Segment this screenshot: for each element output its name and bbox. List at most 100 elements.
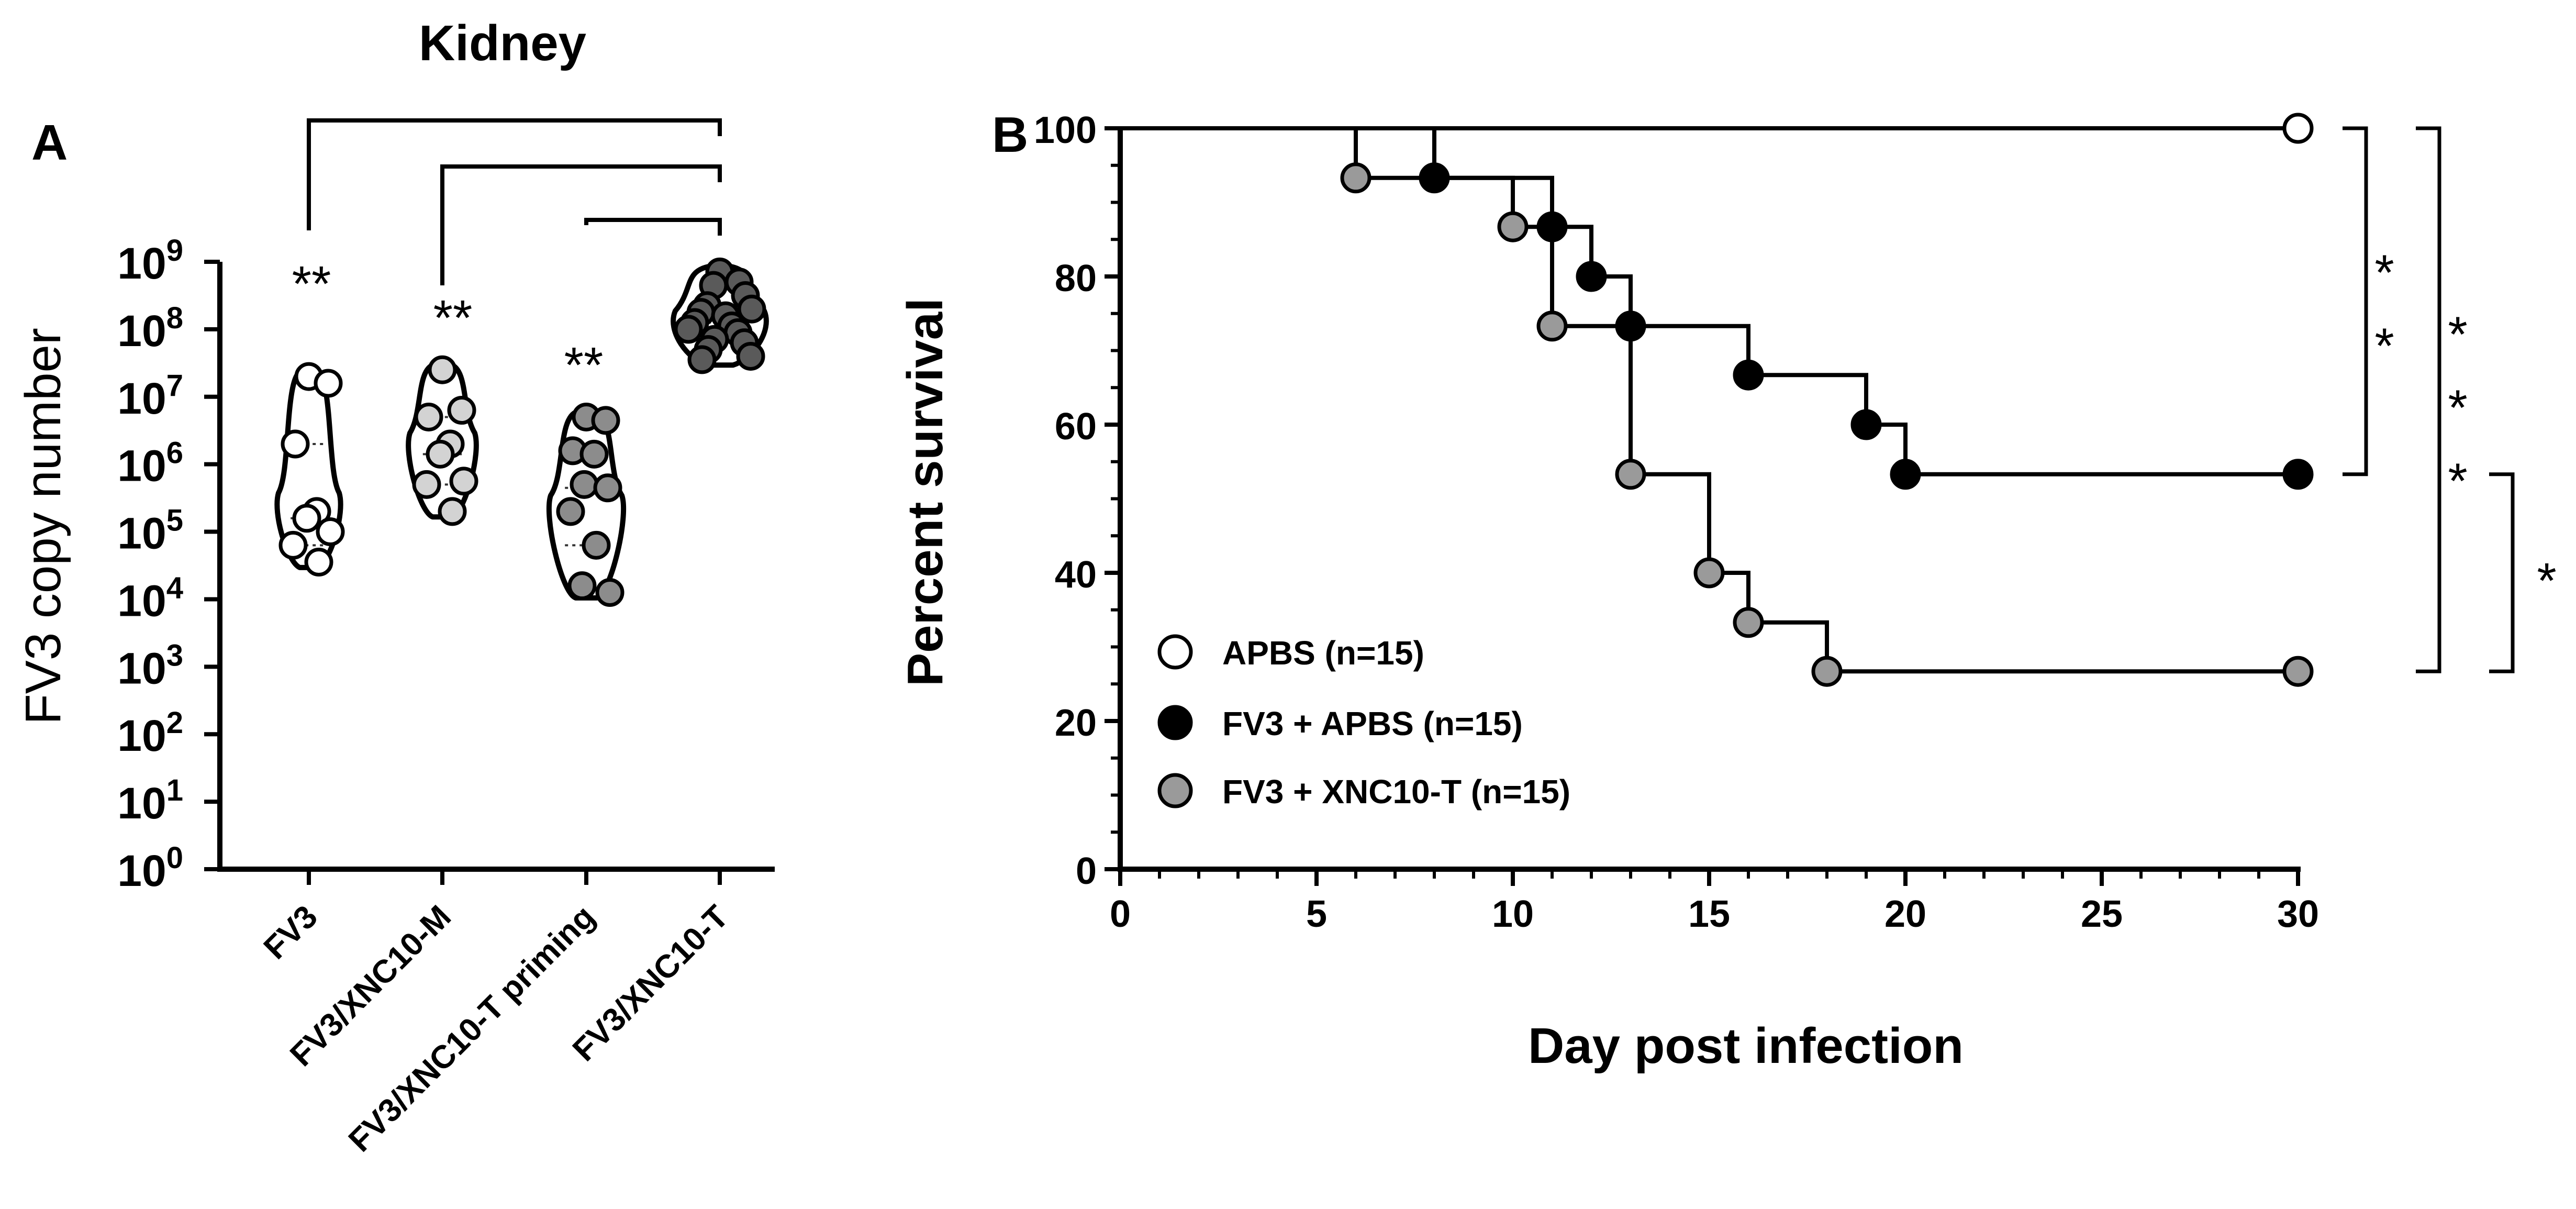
legend-label: FV3 + XNC10-T (n=15) <box>1222 773 1570 811</box>
data-point <box>281 429 310 459</box>
y-tick-label: 40 <box>1055 554 1097 596</box>
y-tick-label: 102 <box>117 706 183 760</box>
y-tick-label: 107 <box>117 369 183 423</box>
y-tick-label: 100 <box>117 841 183 895</box>
panel-b: B Percent survival Day post infection 0 2… <box>897 107 2557 1074</box>
x-tick-label: 30 <box>2277 893 2319 935</box>
legend-marker <box>1157 773 1193 808</box>
significance-star: ** <box>2374 245 2394 374</box>
panel-a-title: Kidney <box>419 15 586 71</box>
legend-label: APBS (n=15) <box>1222 634 1424 672</box>
data-point <box>314 369 343 398</box>
significance-bracket <box>584 218 722 236</box>
y-tick-label: 80 <box>1055 258 1097 300</box>
tick-labels: 0 20 40 60 80 100 0 5 10 15 20 25 30 <box>1034 109 2319 935</box>
survival-marker <box>1536 310 1568 342</box>
survival-marker <box>1615 310 1646 342</box>
data-point <box>567 571 597 601</box>
y-tick-label: 109 <box>117 234 183 288</box>
y-tick-label: 103 <box>117 638 183 693</box>
survival-marker <box>1497 211 1529 242</box>
significance-star: * * * <box>2448 307 2467 509</box>
data-point <box>556 497 585 526</box>
survival-marker <box>1419 162 1450 194</box>
significance-bracket <box>2416 126 2441 673</box>
y-tick-label: 105 <box>117 504 183 558</box>
data-point <box>447 396 476 425</box>
data-point <box>449 467 478 496</box>
y-tick-label: 104 <box>117 571 183 625</box>
survival-line <box>1120 126 2298 674</box>
panel-a: A Kidney FV3 copy number 100 101 102 103 104… <box>15 15 775 1159</box>
y-tick-label: 100 <box>1034 109 1097 151</box>
survival-marker <box>2282 113 2314 144</box>
survival-marker <box>1850 409 1882 440</box>
axes <box>1105 126 2301 886</box>
significance-bracket <box>307 118 722 230</box>
survival-marker <box>1340 162 1371 194</box>
data-point <box>292 504 321 533</box>
survival-marker <box>1693 557 1725 589</box>
significance-bracket <box>2489 472 2515 673</box>
data-point <box>412 470 441 499</box>
x-tick-label: FV3 <box>257 899 325 966</box>
y-tick-label: 106 <box>117 436 183 491</box>
y-tick-label: 0 <box>1076 850 1097 892</box>
legend: APBS (n=15) FV3 + APBS (n=15) FV3 + XNC10-… <box>1157 634 1570 811</box>
survival-lines <box>1120 126 2298 674</box>
significance-stars: ** ** ** <box>292 256 604 393</box>
legend-label: FV3 + APBS (n=15) <box>1222 705 1523 742</box>
survival-markers <box>1340 113 2314 687</box>
data-point <box>593 473 622 503</box>
significance-star: ** <box>564 337 604 393</box>
axes <box>204 260 775 885</box>
significance-bracket <box>440 164 722 285</box>
data-point <box>687 345 717 374</box>
significance-brackets <box>307 118 722 285</box>
data-point <box>426 439 455 469</box>
data-point <box>278 530 308 560</box>
x-tick-label: 20 <box>1884 893 1926 935</box>
data-point <box>570 470 599 499</box>
x-tick-label: 25 <box>2081 893 2123 935</box>
data-point <box>438 497 467 526</box>
data-point <box>304 548 333 577</box>
y-tick-label: 60 <box>1055 406 1097 448</box>
survival-marker <box>1890 459 1921 490</box>
survival-marker <box>1615 459 1646 490</box>
x-tick-label: 0 <box>1110 893 1131 935</box>
significance-bracket <box>2343 126 2368 476</box>
x-tick-label: FV3/XNC10-T priming <box>342 899 602 1159</box>
data-point <box>428 355 457 384</box>
significance-brackets: * * * * ** <box>2343 126 2557 673</box>
survival-marker <box>2282 459 2314 490</box>
data-point <box>674 315 703 344</box>
legend-marker <box>1157 705 1193 740</box>
y-tick-labels: 100 101 102 103 104 105 106 107 108 109 <box>117 234 183 895</box>
significance-star: * <box>2537 553 2556 609</box>
y-axis-label: Percent survival <box>897 298 953 686</box>
x-tick-label: 15 <box>1688 893 1730 935</box>
y-tick-label: 108 <box>117 301 183 356</box>
x-tick-label: 10 <box>1492 893 1534 935</box>
survival-marker <box>1733 359 1764 391</box>
panel-a-label: A <box>31 115 68 171</box>
survival-line <box>1120 126 2298 476</box>
survival-marker <box>1733 607 1764 638</box>
survival-marker <box>1536 211 1568 242</box>
x-tick-label: 5 <box>1306 893 1327 935</box>
x-axis-label: Day post infection <box>1528 1018 1964 1074</box>
survival-marker <box>2282 656 2314 687</box>
data-point <box>737 294 766 324</box>
significance-star: ** <box>433 290 473 346</box>
survival-marker <box>1811 656 1843 687</box>
legend-marker <box>1157 634 1193 670</box>
y-axis-label: FV3 copy number <box>15 328 71 725</box>
significance-star: ** <box>292 256 331 312</box>
data-point <box>736 341 765 371</box>
data-point <box>591 406 620 435</box>
data-point <box>579 439 609 469</box>
data-point <box>582 530 611 560</box>
